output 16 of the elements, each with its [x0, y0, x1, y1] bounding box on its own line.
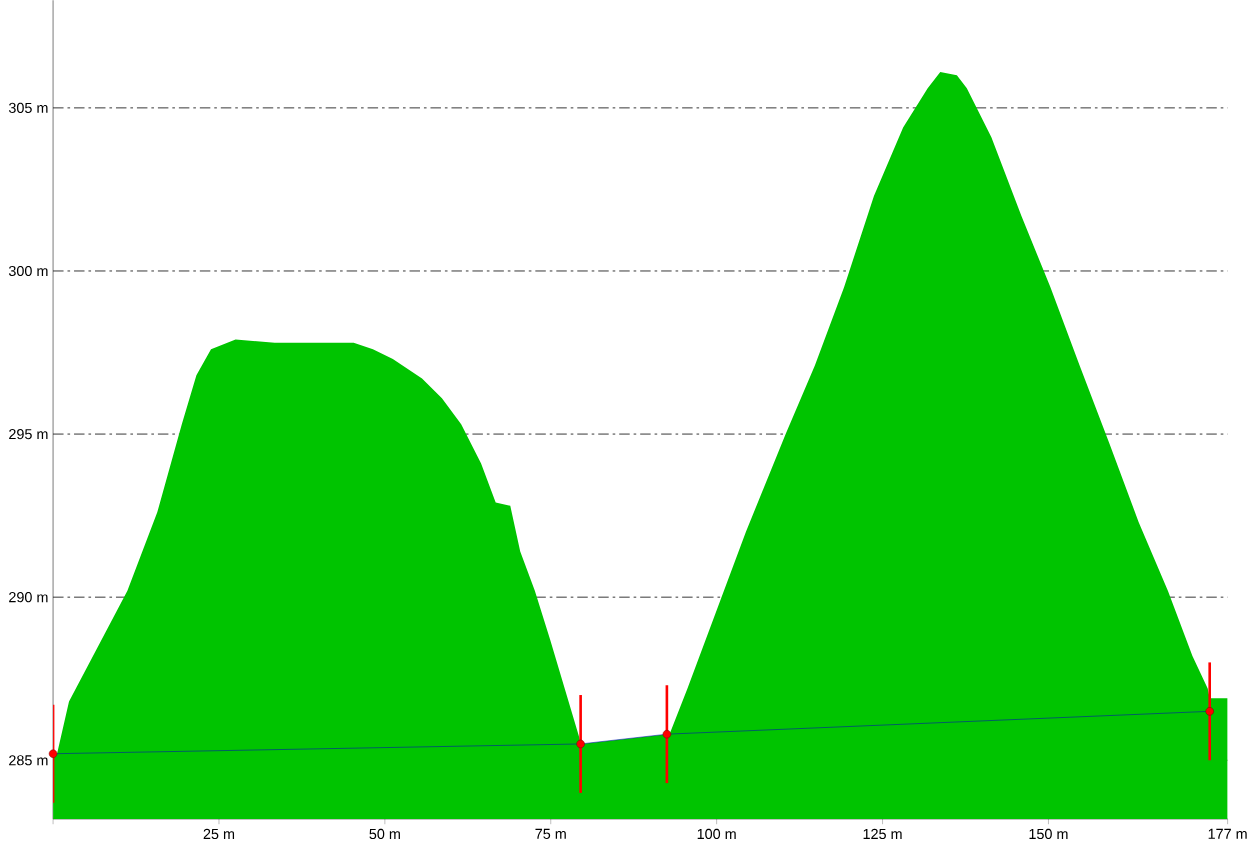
point: [662, 729, 672, 739]
y-tick-label: 285 m: [9, 754, 48, 766]
y-tick-label: 295 m: [9, 428, 48, 439]
point: [576, 739, 585, 748]
point: [48, 749, 58, 758]
x-tick-label: 75 m: [535, 828, 566, 839]
point: [1205, 706, 1214, 716]
x-tick-label: 50 m: [369, 828, 400, 839]
x-tick-label: 100 m: [697, 828, 736, 839]
x-tick-label: 25 m: [203, 828, 235, 839]
x-tick-label: 125 m: [863, 828, 902, 839]
x-tick-label: 177 m: [1208, 828, 1247, 839]
y-tick-label: 300 m: [8, 265, 48, 276]
y-tick-label: 290 m: [9, 591, 48, 603]
y-tick-label: 305 m: [8, 102, 48, 113]
x-tick-label: 150 m: [1029, 828, 1068, 839]
